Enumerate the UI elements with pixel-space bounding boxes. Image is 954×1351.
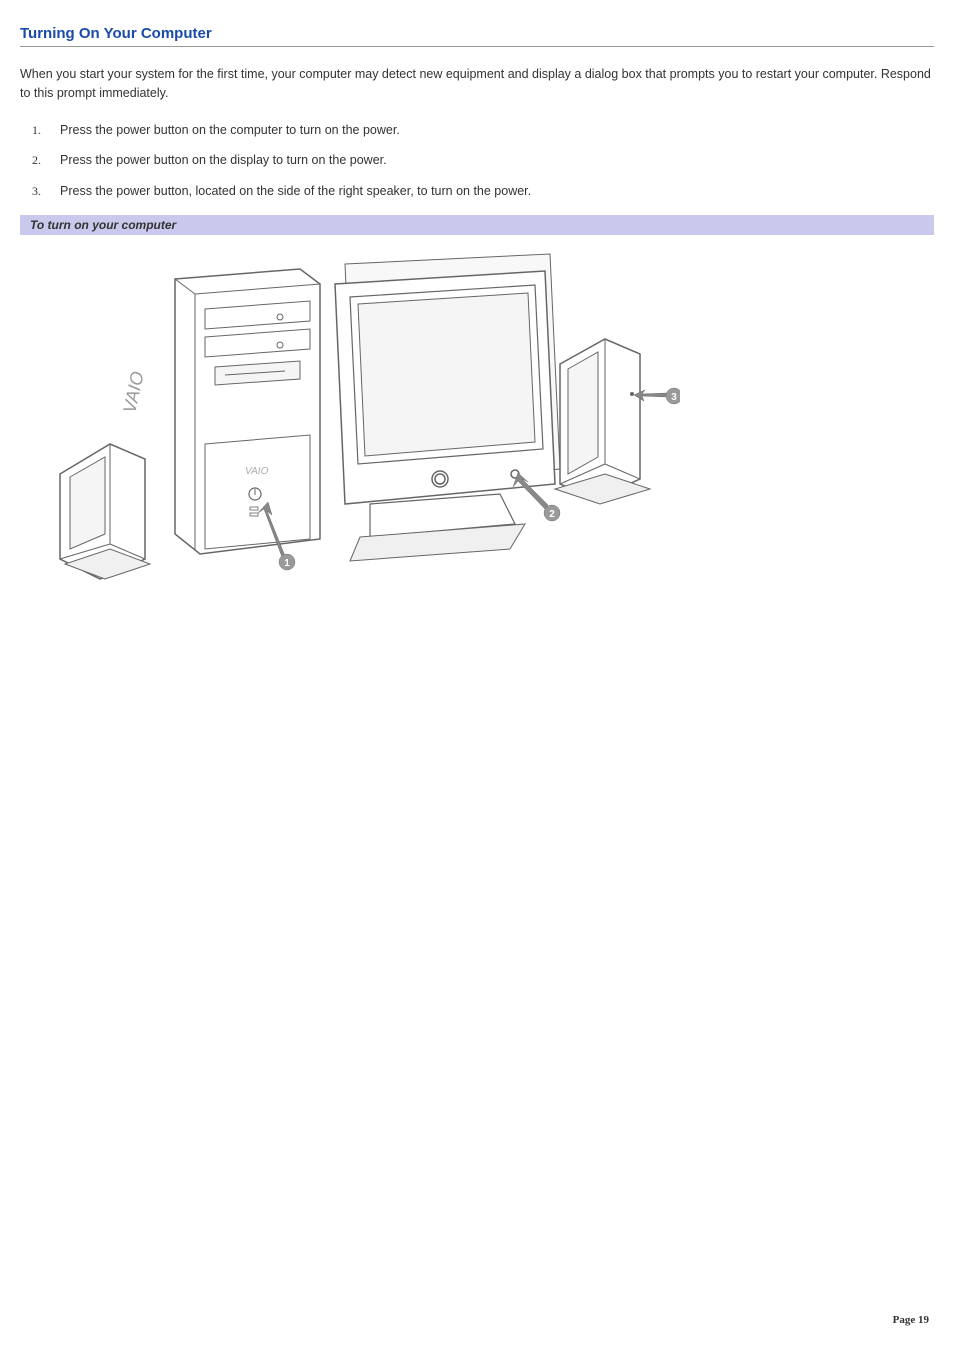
left-speaker-icon xyxy=(60,444,150,579)
step-text: Press the power button on the display to… xyxy=(60,153,387,167)
step-number: 3. xyxy=(32,182,41,200)
step-item: 1. Press the power button on the compute… xyxy=(60,121,934,140)
computer-diagram: VAIO VAIO xyxy=(50,249,680,609)
svg-text:3: 3 xyxy=(671,392,677,403)
speaker-power-button-icon xyxy=(630,392,634,396)
steps-list: 1. Press the power button on the compute… xyxy=(20,121,934,201)
svg-text:2: 2 xyxy=(549,509,555,520)
page-number: Page 19 xyxy=(893,1314,929,1326)
diagram-container: VAIO VAIO xyxy=(20,235,934,614)
callout-arrow-3: 3 xyxy=(634,388,680,404)
step-text: Press the power button on the computer t… xyxy=(60,123,400,137)
vaio-logo-tower: VAIO xyxy=(119,369,147,414)
intro-paragraph: When you start your system for the first… xyxy=(20,65,934,103)
step-item: 2. Press the power button on the display… xyxy=(60,151,934,170)
vaio-logo-base: VAIO xyxy=(245,466,269,477)
computer-tower-icon: VAIO VAIO xyxy=(119,269,320,554)
right-speaker-icon xyxy=(555,339,650,504)
svg-text:1: 1 xyxy=(284,558,290,569)
page-title: Turning On Your Computer xyxy=(20,25,934,47)
step-item: 3. Press the power button, located on th… xyxy=(60,182,934,201)
figure-caption: To turn on your computer xyxy=(20,215,934,235)
step-text: Press the power button, located on the s… xyxy=(60,184,531,198)
step-number: 1. xyxy=(32,121,41,139)
monitor-icon xyxy=(335,254,560,561)
step-number: 2. xyxy=(32,151,41,169)
